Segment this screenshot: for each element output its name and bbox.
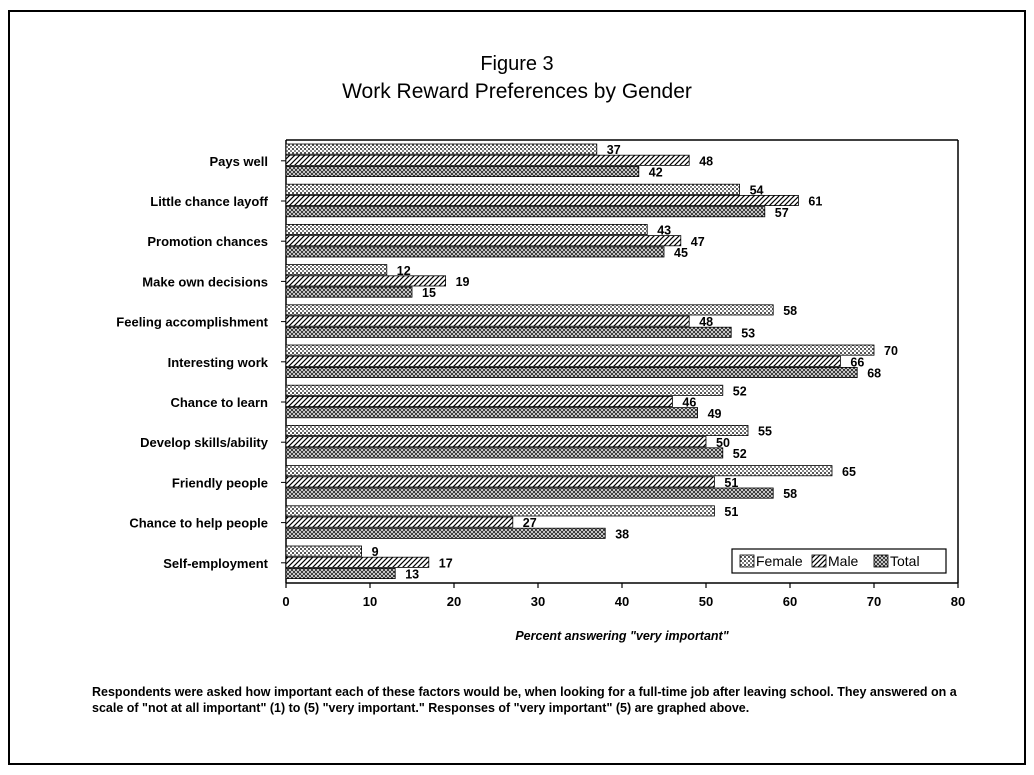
bar-total — [285, 206, 766, 218]
bar-total — [285, 366, 858, 378]
data-label-female: 52 — [733, 384, 747, 398]
x-tick-label: 50 — [699, 594, 713, 609]
data-label-male: 50 — [716, 436, 730, 450]
data-label-total: 53 — [741, 326, 755, 340]
data-label-total: 68 — [867, 367, 881, 381]
bar-female — [285, 424, 749, 436]
x-tick-label: 10 — [363, 594, 377, 609]
data-label-male: 46 — [682, 396, 696, 410]
category-label: Make own decisions — [142, 274, 268, 289]
data-label-female: 9 — [372, 545, 379, 559]
data-label-total: 13 — [405, 568, 419, 582]
chart-footnote: Respondents were asked how important eac… — [92, 685, 957, 715]
bar-male — [285, 235, 682, 247]
category-label: Chance to help people — [129, 516, 268, 531]
bar-total — [285, 246, 665, 258]
data-label-female: 55 — [758, 425, 772, 439]
data-label-total: 49 — [708, 407, 722, 421]
bar-male — [285, 315, 690, 327]
data-label-male: 48 — [699, 315, 713, 329]
legend-swatch-total — [873, 554, 889, 568]
chart-title: Figure 3 — [480, 53, 554, 75]
bar-male — [285, 355, 841, 367]
x-tick-label: 20 — [447, 594, 461, 609]
category-label: Pays well — [209, 154, 268, 169]
data-label-male: 47 — [691, 235, 705, 249]
bar-male — [285, 194, 799, 206]
data-label-total: 52 — [733, 447, 747, 461]
category-label: Friendly people — [172, 475, 268, 490]
x-tick-label: 0 — [282, 594, 289, 609]
bar-female — [285, 344, 875, 356]
x-tick-label: 40 — [615, 594, 629, 609]
data-label-male: 48 — [699, 154, 713, 168]
bar-total — [285, 447, 724, 459]
data-label-female: 43 — [657, 224, 671, 238]
x-axis-title: Percent answering "very important" — [515, 629, 729, 643]
category-label: Promotion chances — [147, 234, 268, 249]
data-label-total: 42 — [649, 166, 663, 180]
bar-female — [285, 384, 724, 396]
category-label: Develop skills/ability — [140, 435, 269, 450]
chart-subtitle: Work Reward Preferences by Gender — [342, 80, 692, 103]
bar-female — [285, 183, 741, 195]
data-label-male: 19 — [456, 275, 470, 289]
bar-total — [285, 487, 774, 499]
bar-female — [285, 545, 362, 557]
bar-female — [285, 223, 648, 235]
data-label-male: 61 — [808, 195, 822, 209]
legend-label-total: Total — [890, 553, 920, 569]
x-tick-label: 70 — [867, 594, 881, 609]
legend-swatch-female — [739, 554, 755, 568]
data-label-female: 54 — [750, 183, 764, 197]
data-label-male: 66 — [850, 355, 864, 369]
data-label-female: 70 — [884, 344, 898, 358]
data-label-total: 57 — [775, 206, 789, 220]
x-tick-label: 80 — [951, 594, 965, 609]
x-tick-label: 60 — [783, 594, 797, 609]
bar-total — [285, 165, 640, 177]
bar-male — [285, 154, 690, 166]
bar-female — [285, 143, 598, 155]
x-tick-label: 30 — [531, 594, 545, 609]
bar-total — [285, 527, 606, 539]
category-label: Self-employment — [163, 556, 268, 571]
bar-male — [285, 516, 514, 528]
bar-total — [285, 286, 413, 298]
data-label-female: 12 — [397, 264, 411, 278]
bar-total — [285, 568, 396, 580]
data-label-total: 58 — [783, 487, 797, 501]
bar-male — [285, 275, 447, 287]
legend-swatch-male — [811, 554, 827, 568]
data-label-female: 37 — [607, 143, 621, 157]
bar-male — [285, 476, 715, 488]
legend-label-male: Male — [828, 553, 859, 569]
bar-total — [285, 326, 732, 338]
data-label-female: 51 — [724, 505, 738, 519]
category-label: Feeling accomplishment — [116, 315, 268, 330]
bar-total — [285, 407, 699, 419]
data-label-male: 17 — [439, 556, 453, 570]
data-label-female: 58 — [783, 304, 797, 318]
bar-male — [285, 556, 430, 568]
bar-female — [285, 505, 715, 517]
category-label: Chance to learn — [170, 395, 268, 410]
category-label: Interesting work — [168, 355, 269, 370]
bar-female — [285, 304, 774, 316]
data-label-total: 38 — [615, 527, 629, 541]
bar-female — [285, 264, 388, 276]
data-label-total: 45 — [674, 246, 688, 260]
data-label-male: 51 — [724, 476, 738, 490]
category-label: Little chance layoff — [150, 194, 268, 209]
data-label-female: 65 — [842, 465, 856, 479]
data-label-male: 27 — [523, 516, 537, 530]
data-label-total: 15 — [422, 286, 436, 300]
legend-label-female: Female — [756, 553, 803, 569]
legend-box — [731, 548, 947, 574]
bar-male — [285, 436, 707, 448]
bar-female — [285, 465, 833, 477]
bar-male — [285, 395, 673, 407]
